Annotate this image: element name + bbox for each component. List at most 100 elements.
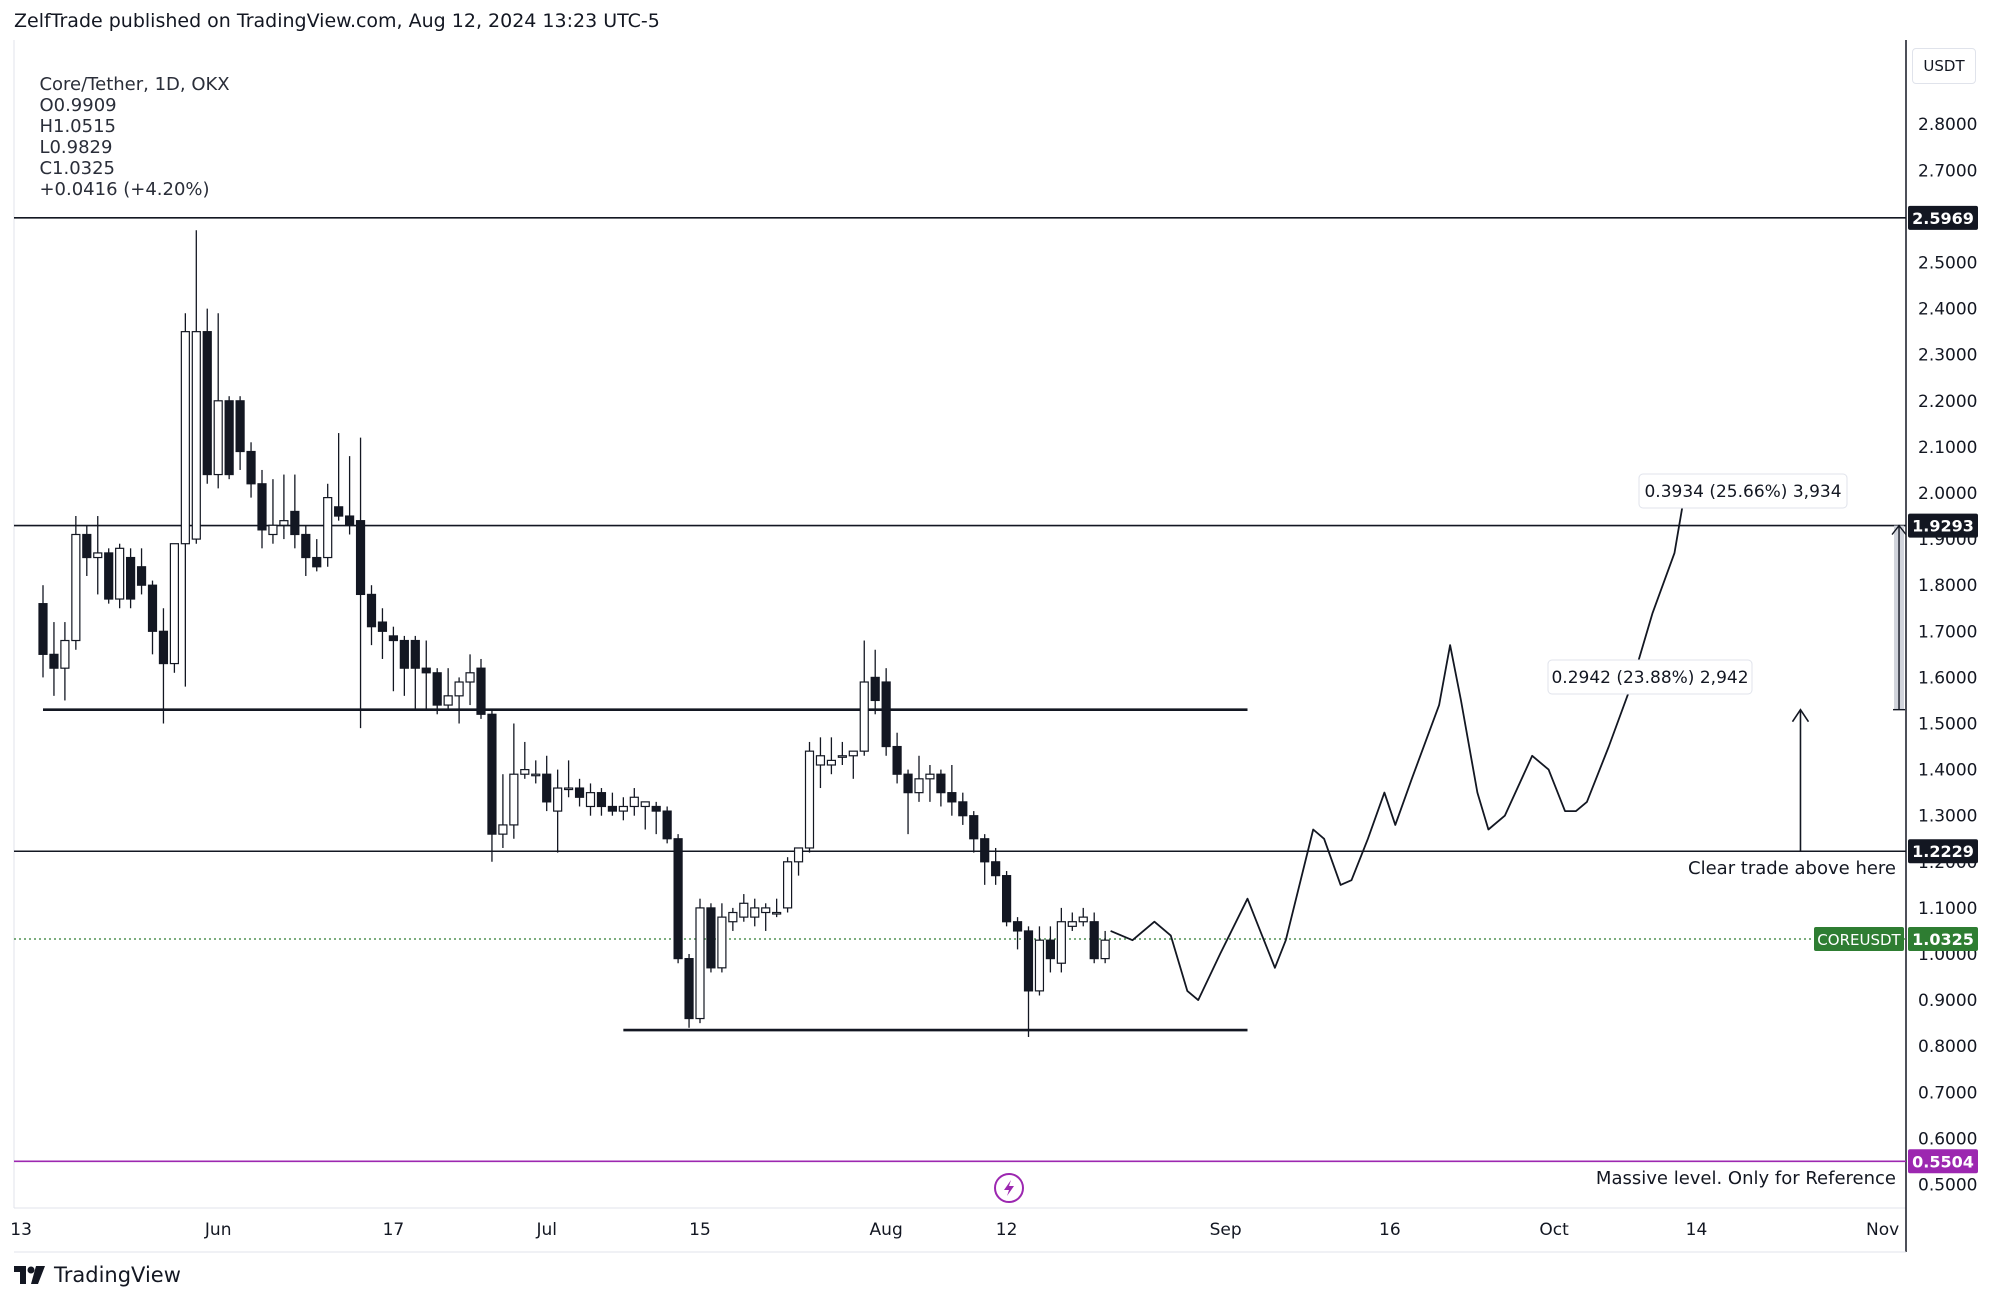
candle-body [334,506,344,517]
candle [421,640,431,710]
candle-body [870,676,880,702]
candle [553,769,563,853]
symbol-legend[interactable]: Core/Tether, 1D, OKX O0.9909 H1.0515 L0.… [28,53,230,200]
candle-body [158,630,169,665]
time-tick-label: Jul [535,1220,557,1240]
candle-body [596,792,607,808]
measure-label-1[interactable]: 0.3934 (25.66%) 3,934 [1638,473,1848,509]
candle-body [191,331,201,540]
candle-body [399,639,409,669]
candle [224,396,234,480]
level-badge: 2.5969 [1908,205,1978,230]
time-tick-label: Nov [1866,1220,1899,1240]
price-tick-label: 2.4000 [1918,300,1977,320]
currency-button[interactable]: USDT [1912,48,1976,84]
candlestick-series [38,230,1110,1037]
measure-tools: 0.3934 (25.66%) 3,934 0.2942 (23.88%) 2,9… [1547,473,1907,852]
measure-bar-arrow [1891,524,1907,536]
tradingview-logo[interactable]: TradingView [14,1263,181,1287]
candle [432,668,442,715]
legend-symbol[interactable]: Core/Tether, 1D, OKX [39,74,230,95]
candle-body [487,713,497,835]
candle-body [958,801,968,817]
level-badge-text: 1.9293 [1912,517,1974,536]
time-tick-label: 17 [383,1220,405,1240]
candle-body [980,838,990,863]
candle-body [268,524,278,536]
candle-body [421,667,431,674]
price-tick-label: 1.5000 [1918,715,1977,735]
candle-body [782,861,793,909]
candle-body [772,911,782,915]
candle-body [925,773,935,780]
candle-body [224,400,234,476]
candle-body [892,745,902,775]
candle-body [804,750,815,849]
candle [782,857,793,913]
candle-body [695,907,705,1020]
lightning-icon[interactable] [994,1173,1024,1203]
candle [903,769,913,835]
candle [71,516,81,650]
candle [520,741,530,779]
level-badge: 1.2229 [1908,839,1978,864]
candle [443,668,453,710]
candle [1056,907,1066,973]
candle [804,741,815,853]
price-tick-label: 2.5000 [1918,254,1977,274]
candle-body [585,792,596,808]
candle-body [345,515,355,526]
candle [848,750,858,779]
candle-body [969,815,979,840]
price-tick-label: 1.3000 [1918,807,1977,827]
candle-body [290,510,300,536]
candle [355,437,366,729]
candle [60,622,70,701]
candle [454,677,464,724]
candle [290,474,300,549]
candle [509,723,519,839]
candle-body [607,805,618,812]
candle [531,760,541,784]
candle [585,783,596,816]
measure-label-2[interactable]: 0.2942 (23.88%) 2,942 [1547,659,1753,695]
candle-body [1089,921,1099,960]
symbol-badge-text: COREUSDT [1817,931,1901,949]
time-tick-label: Jun [204,1220,232,1240]
candle-body [640,801,650,808]
candle [498,774,508,848]
candle-body [1034,939,1045,992]
price-tick-label: 0.6000 [1918,1129,1977,1149]
candle [772,898,782,918]
candle [345,456,355,535]
candle [399,635,409,696]
candle-body [1078,916,1088,923]
candle [936,769,946,807]
candle [717,903,727,973]
legend-low: L0.9829 [39,137,113,158]
target-arrow-head [1791,708,1810,723]
candle [563,760,574,798]
candle-body [71,533,81,642]
candle-body [38,603,48,655]
candle-body [881,681,891,748]
candle-body [257,483,267,531]
candle-body [761,907,771,914]
candle [147,580,158,655]
candle-body [673,838,683,960]
candle [115,543,125,609]
candle [706,903,716,973]
candle-body [542,773,552,803]
time-tick-label: 15 [689,1220,711,1240]
candle [826,737,837,775]
candle [38,585,48,678]
candle-body [410,639,420,669]
candle [596,788,607,816]
candle-body [662,810,672,840]
level-badge: 0.5504 [1908,1149,1978,1174]
level-badge-bg [1908,205,1978,230]
price-tick-label: 1.7000 [1918,622,1977,642]
candle [257,469,267,549]
level-badge-text: 0.5504 [1912,1152,1974,1171]
